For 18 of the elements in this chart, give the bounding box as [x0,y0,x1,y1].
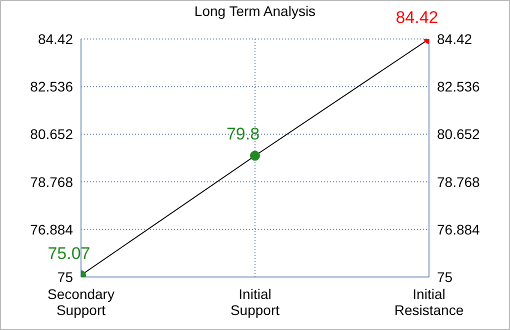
y2-tick-label: 76.884 [437,221,480,238]
y2-tick-label: 75 [437,268,453,285]
y2-tick-label: 82.536 [437,78,480,95]
y-tick-label: 75 [57,268,74,285]
x-tick-label: Secondary Support [48,286,114,318]
y-tick-label: 78.768 [30,174,74,190]
y2-tick-label: 80.652 [437,126,480,142]
y-tick-label: 82.536 [30,78,74,95]
x-tick-label: Initial Support [230,286,280,318]
y-tick-label: 80.652 [30,126,74,142]
data-label: 84.42 [396,8,438,27]
data-label: 79.8 [226,124,260,144]
chart-title: Long Term Analysis [194,3,316,19]
y-tick-label: 84.42 [38,30,74,47]
y-tick-label: 76.884 [30,221,74,238]
x-tick-label: Initial Resistance [394,286,464,318]
y2-tick-label: 84.42 [437,30,472,47]
y2-tick-label: 78.768 [437,174,480,190]
